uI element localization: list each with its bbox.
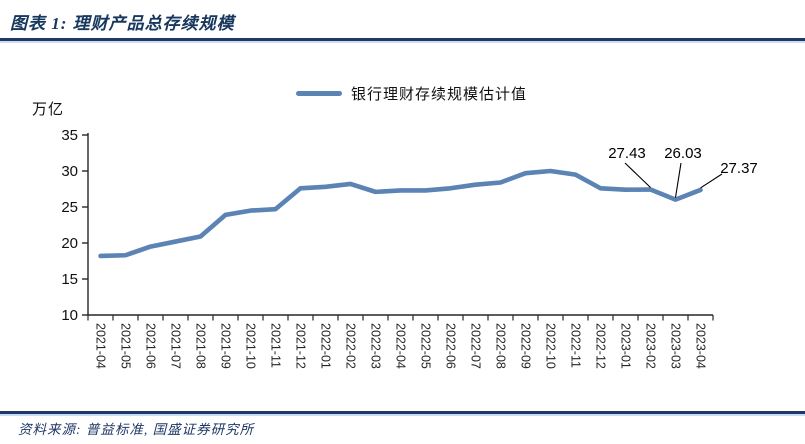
x-tick-label: 2021-11 — [269, 323, 283, 368]
x-tick-label: 2023-03 — [669, 323, 683, 369]
y-tick-label: 15 — [61, 271, 78, 288]
annotation-leader-line — [674, 162, 682, 198]
y-axis-unit-label: 万亿 — [32, 101, 65, 118]
footer-divider — [0, 411, 805, 416]
x-tick-label: 2023-04 — [694, 323, 708, 369]
annotation-leader-line — [624, 162, 651, 188]
x-tick-label: 2022-10 — [544, 323, 558, 369]
x-tick-label: 2022-07 — [469, 323, 483, 369]
x-tick-label: 2022-11 — [569, 323, 583, 368]
legend-label: 银行理财存续规模估计值 — [351, 86, 528, 103]
annotation-label: 27.37 — [720, 160, 758, 177]
legend: 银行理财存续规模估计值 — [296, 83, 527, 104]
x-tick-label: 2022-04 — [394, 323, 408, 369]
y-tick-label: 25 — [61, 199, 78, 216]
x-tick-label: 2022-08 — [494, 323, 508, 369]
x-tick-label: 2021-12 — [294, 323, 308, 369]
x-tick-label: 2022-03 — [369, 323, 383, 369]
x-tick-label: 2021-08 — [194, 323, 208, 369]
y-tick-label: 10 — [61, 307, 78, 324]
x-tick-label: 2022-09 — [519, 323, 533, 369]
x-tick-label: 2022-12 — [594, 323, 608, 369]
source-note: 资料来源: 普益标准, 国盛证券研究所 — [18, 422, 255, 437]
annotation-leader-line — [700, 173, 723, 189]
x-tick-label: 2021-05 — [119, 323, 133, 369]
x-tick-label: 2021-04 — [94, 323, 108, 369]
x-tick-label: 2022-02 — [344, 323, 358, 369]
x-tick-label: 2021-09 — [219, 323, 233, 369]
x-tick-label: 2022-05 — [419, 323, 433, 369]
legend-line-swatch — [296, 91, 342, 96]
y-tick-label: 35 — [61, 127, 78, 144]
title-divider — [0, 38, 805, 43]
x-tick-label: 2023-01 — [619, 323, 633, 369]
annotation-label: 26.03 — [664, 145, 702, 162]
chart-title: 图表 1: 理财产品总存续规模 — [10, 14, 235, 33]
x-tick-label: 2022-01 — [319, 323, 333, 369]
x-tick-label: 2021-06 — [144, 323, 158, 369]
annotation-label: 27.43 — [608, 145, 646, 162]
y-tick-label: 30 — [61, 163, 78, 180]
x-tick-label: 2021-10 — [244, 323, 258, 369]
x-tick-label: 2021-07 — [169, 323, 183, 369]
x-tick-label: 2023-02 — [644, 323, 658, 369]
y-tick-label: 20 — [61, 235, 78, 252]
x-tick-label: 2022-06 — [444, 323, 458, 369]
series-line — [98, 168, 703, 259]
